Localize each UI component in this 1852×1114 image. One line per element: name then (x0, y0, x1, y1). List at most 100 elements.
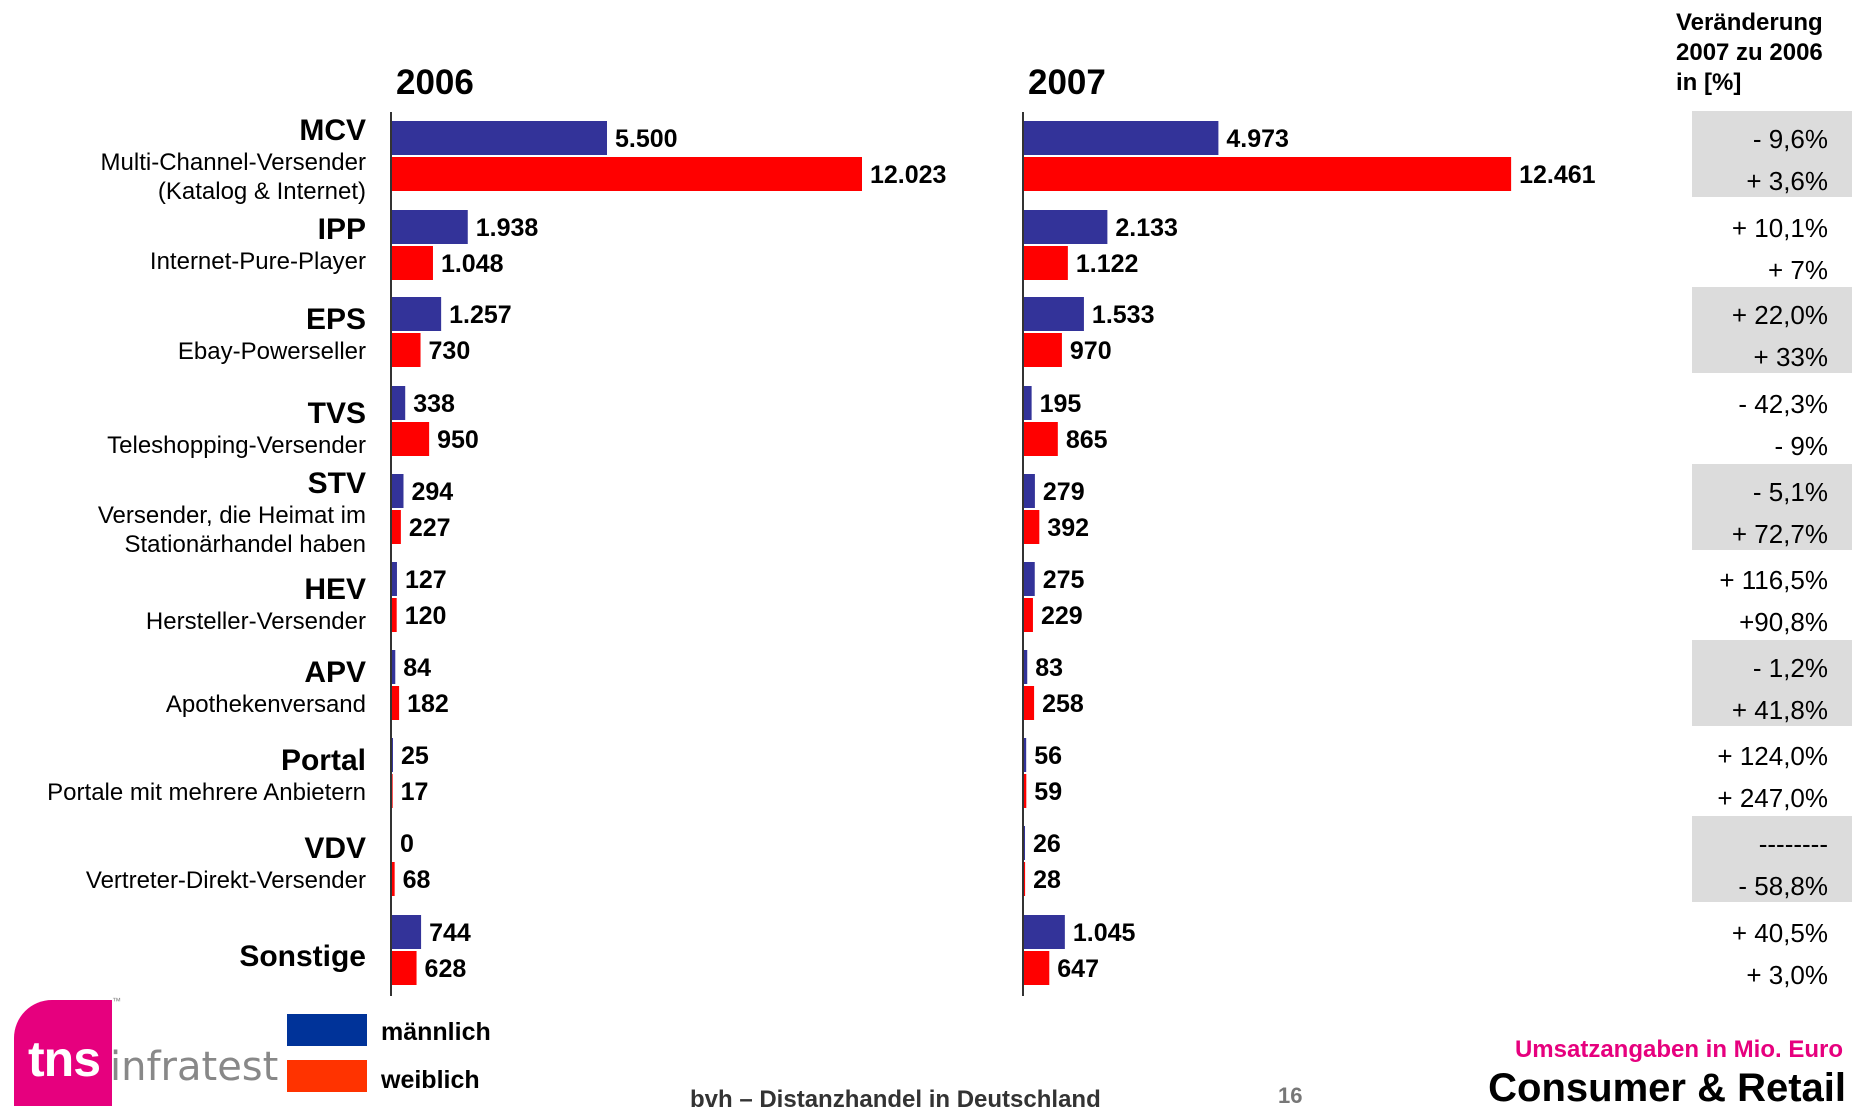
value-eps-2006-male: 1.257 (449, 301, 512, 329)
change-hev-female: +90,8% (1739, 607, 1828, 637)
category-stv-desc-1: Versender, die Heimat im (98, 502, 366, 529)
value-tvs-2006-male: 338 (413, 390, 455, 418)
bar-tvs-2007-male (1024, 386, 1032, 420)
bar-eps-2007-female (1024, 333, 1062, 367)
bar-hev-2007-male (1024, 562, 1035, 596)
value-sonstige-2007-male: 1.045 (1073, 919, 1136, 947)
category-stv-desc-2: Stationärhandel haben (124, 531, 366, 558)
bar-stv-2006-female (392, 510, 401, 544)
category-eps-desc-1: Ebay-Powerseller (178, 338, 366, 365)
category-apv-desc-1: Apothekenversand (166, 691, 366, 718)
bar-stv-2007-female (1024, 510, 1040, 544)
legend-swatch-male (287, 1014, 367, 1046)
panel-title-2006: 2006 (396, 63, 474, 102)
value-mcv-2006-female: 12.023 (870, 161, 946, 189)
bar-mcv-2006-female (392, 157, 862, 191)
category-hev-desc-1: Hersteller-Versender (146, 608, 366, 635)
value-apv-2006-female: 182 (407, 690, 449, 718)
category-mcv-desc-2: (Katalog & Internet) (158, 178, 366, 205)
change-tvs-male: - 42,3% (1738, 389, 1828, 419)
change-tvs-female: - 9% (1775, 431, 1828, 461)
tns-infratest-logo: tns ™ infratest (0, 996, 278, 1106)
bar-eps-2007-male (1024, 297, 1084, 331)
value-portal-2007-female: 59 (1034, 778, 1062, 806)
change-shade-stv (1692, 464, 1852, 550)
category-ipp-abbr: IPP (318, 213, 366, 246)
change-header-line-1: Veränderung (1676, 9, 1823, 36)
bar-vdv-2006-female (392, 862, 395, 896)
value-apv-2007-male: 83 (1035, 654, 1063, 682)
value-portal-2007-male: 56 (1034, 742, 1062, 770)
bar-apv-2007-female (1024, 686, 1035, 720)
category-ipp-desc-1: Internet-Pure-Player (150, 248, 366, 275)
bar-ipp-2007-female (1024, 246, 1068, 280)
change-apv-male: - 1,2% (1753, 653, 1828, 683)
change-sonstige-female: + 3,0% (1746, 960, 1828, 990)
value-eps-2007-male: 1.533 (1092, 301, 1155, 329)
bar-apv-2006-male (392, 650, 396, 684)
bar-hev-2006-female (392, 598, 397, 632)
value-stv-2006-male: 294 (411, 478, 453, 506)
value-tvs-2007-female: 865 (1066, 426, 1108, 454)
value-stv-2006-female: 227 (409, 514, 451, 542)
change-portal-female: + 247,0% (1717, 783, 1828, 813)
change-ipp-male: + 10,1% (1732, 213, 1828, 243)
bar-apv-2006-female (392, 686, 400, 720)
change-ipp-female: + 7% (1768, 255, 1828, 285)
change-header-line-2: 2007 zu 2006 (1676, 39, 1823, 66)
bar-tvs-2007-female (1024, 422, 1058, 456)
value-vdv-2006-female: 68 (403, 866, 431, 894)
value-sonstige-2006-male: 744 (429, 919, 471, 947)
bar-portal-2007-male (1024, 738, 1027, 772)
value-hev-2007-female: 229 (1041, 602, 1083, 630)
category-tvs-desc-1: Teleshopping-Versender (107, 432, 366, 459)
legend-swatch-female (287, 1060, 367, 1092)
bar-sonstige-2006-female (392, 951, 417, 985)
logo-infratest-text: infratest (110, 1044, 279, 1090)
value-hev-2007-male: 275 (1043, 566, 1085, 594)
footer-title: bvh – Distanzhandel in Deutschland (690, 1086, 1101, 1113)
logo-shape (14, 1000, 112, 1106)
category-apv-abbr: APV (304, 656, 366, 689)
value-stv-2007-male: 279 (1043, 478, 1085, 506)
bar-vdv-2007-female (1024, 862, 1026, 896)
legend-label-male: männlich (381, 1018, 491, 1046)
value-tvs-2006-female: 950 (437, 426, 479, 454)
category-eps-abbr: EPS (306, 303, 366, 336)
bar-stv-2006-male (392, 474, 404, 508)
bar-mcv-2007-female (1024, 157, 1512, 191)
value-eps-2006-female: 730 (429, 337, 471, 365)
bar-hev-2006-male (392, 562, 397, 596)
value-mcv-2006-male: 5.500 (615, 125, 678, 153)
bar-stv-2007-male (1024, 474, 1035, 508)
change-vdv-male: -------- (1759, 829, 1828, 859)
bar-sonstige-2007-female (1024, 951, 1050, 985)
bar-ipp-2006-female (392, 246, 433, 280)
value-sonstige-2006-female: 628 (425, 955, 467, 983)
value-portal-2006-female: 17 (401, 778, 429, 806)
change-vdv-female: - 58,8% (1738, 871, 1828, 901)
bar-portal-2006-male (392, 738, 393, 772)
change-portal-male: + 124,0% (1717, 741, 1828, 771)
value-hev-2006-female: 120 (405, 602, 447, 630)
value-ipp-2006-male: 1.938 (476, 214, 539, 242)
change-mcv-male: - 9,6% (1753, 124, 1828, 154)
change-mcv-female: + 3,6% (1746, 166, 1828, 196)
panel-title-2007: 2007 (1028, 63, 1106, 102)
bar-hev-2007-female (1024, 598, 1033, 632)
bar-eps-2006-female (392, 333, 421, 367)
bar-tvs-2006-male (392, 386, 406, 420)
value-portal-2006-male: 25 (401, 742, 429, 770)
category-vdv-desc-1: Vertreter-Direkt-Versender (86, 867, 366, 894)
category-tvs-abbr: TVS (308, 397, 366, 430)
value-mcv-2007-male: 4.973 (1226, 125, 1289, 153)
bar-sonstige-2006-male (392, 915, 422, 949)
legend-label-female: weiblich (380, 1066, 480, 1094)
category-mcv-desc-1: Multi-Channel-Versender (101, 149, 366, 176)
bar-eps-2006-male (392, 297, 442, 331)
change-stv-male: - 5,1% (1753, 477, 1828, 507)
bar-tvs-2006-female (392, 422, 430, 456)
value-vdv-2006-male: 0 (400, 830, 414, 858)
bar-sonstige-2007-male (1024, 915, 1065, 949)
